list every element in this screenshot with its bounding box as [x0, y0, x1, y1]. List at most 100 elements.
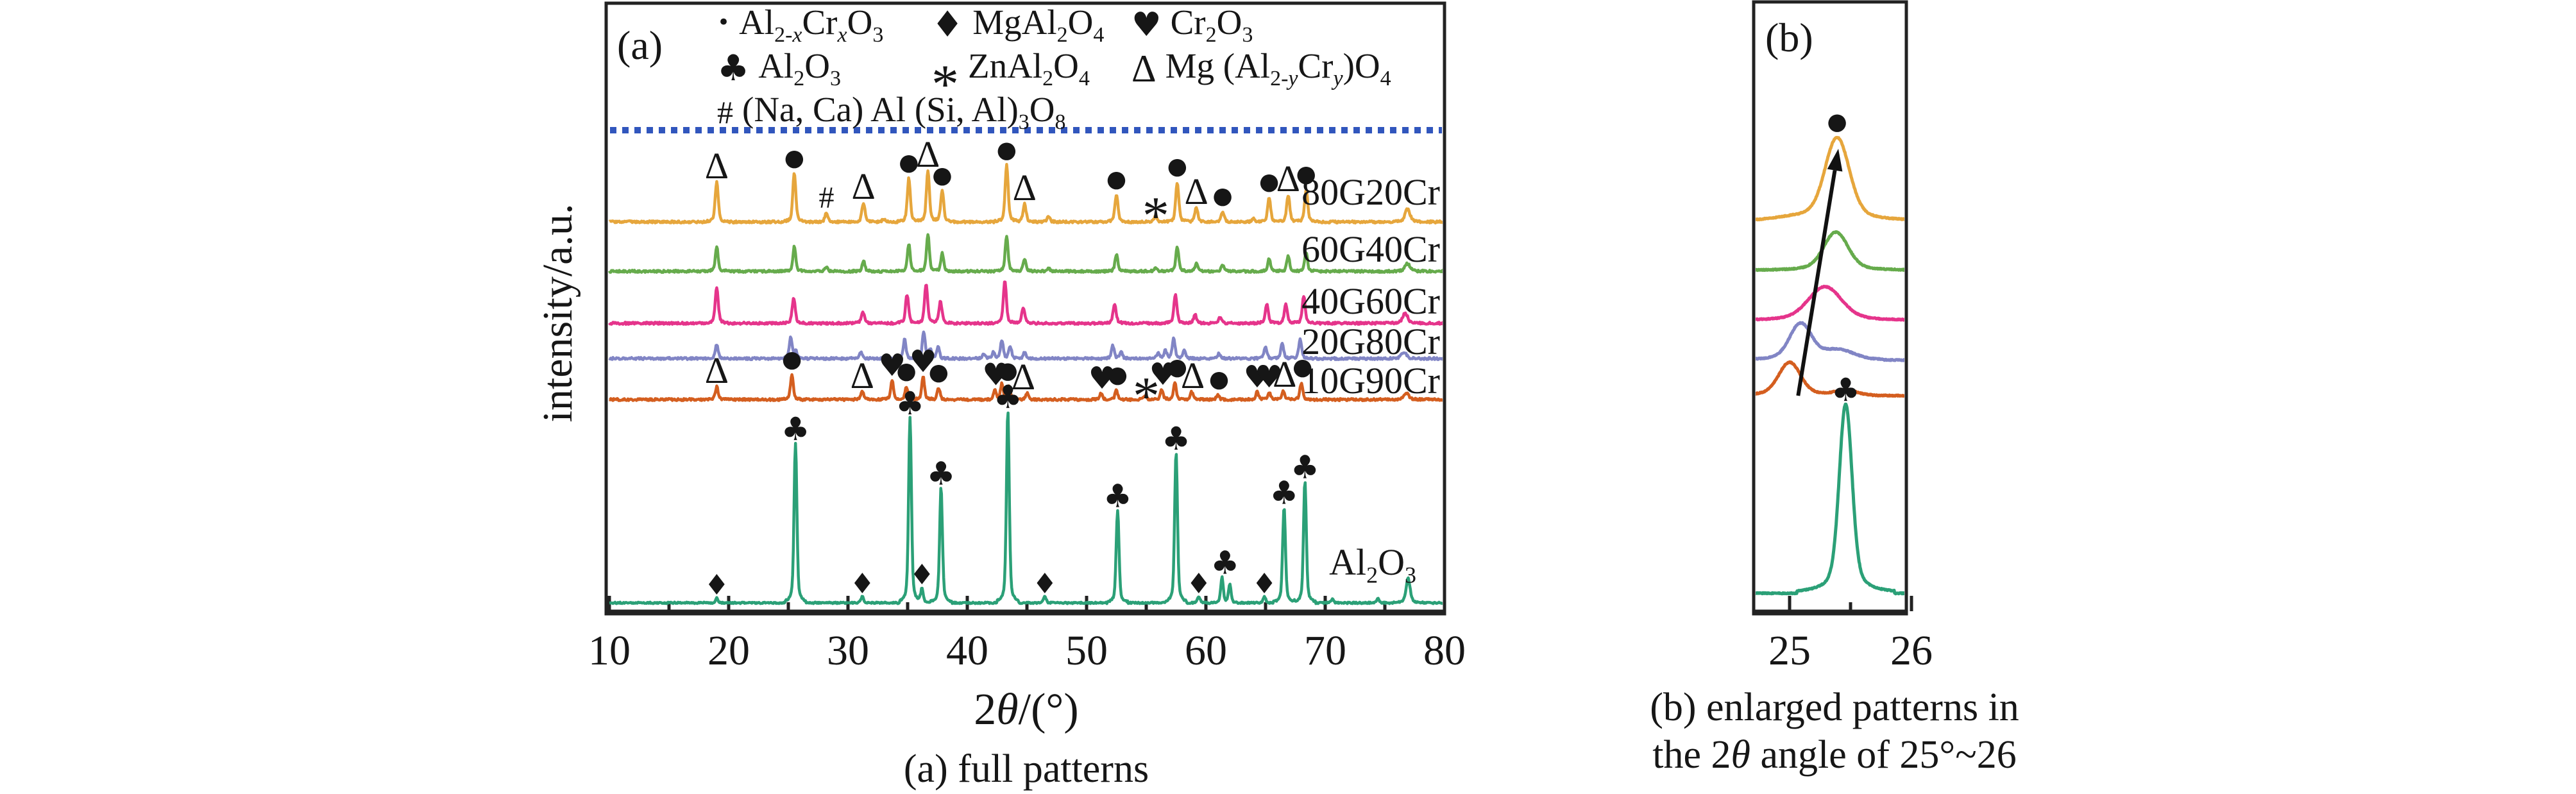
- curve-40G60Cr: [608, 280, 1443, 326]
- asterisk-marker-icon: *: [931, 53, 959, 115]
- circle-marker-icon: ●: [998, 357, 1018, 384]
- triangle-marker-icon: Δ: [852, 165, 876, 207]
- triangle-marker-icon: Δ: [851, 355, 874, 396]
- legend-formula: MgAl2O4: [972, 2, 1105, 47]
- x-tick-label-60: 60: [1185, 627, 1227, 674]
- legend-entry: * ZnAl2O4: [931, 46, 1090, 112]
- club-marker-icon: ♣: [1210, 544, 1239, 581]
- diamond-marker-icon: ♦: [1032, 568, 1057, 600]
- club-marker-icon: ♣: [1103, 478, 1132, 515]
- circle-marker-icon: ●: [1292, 354, 1312, 380]
- circle-marker-icon: ●: [932, 162, 952, 189]
- diamond-marker-icon: ♦: [704, 569, 729, 602]
- circle-marker-icon: ●: [1167, 153, 1187, 180]
- diamond-marker-icon: ♦: [850, 568, 875, 600]
- club-marker-icon: ♣: [1831, 371, 1860, 409]
- circle-marker-icon: ●: [1827, 108, 1847, 135]
- diamond-marker-icon: ♦: [931, 4, 964, 46]
- club-marker-icon: ♣: [1269, 475, 1298, 512]
- curve-Al2O3: [608, 411, 1443, 605]
- circle-marker-icon: ●: [1212, 183, 1232, 209]
- legend-formula: Mg (Al2-yCry)O4: [1165, 46, 1391, 90]
- x-tick-label-20: 20: [708, 627, 750, 674]
- circle-marker-icon: ●: [899, 149, 919, 176]
- circle-marker-icon: ●: [1296, 161, 1316, 187]
- heart-marker-icon: ♥: [1089, 360, 1116, 396]
- triangle-marker-icon: Δ: [705, 145, 729, 187]
- heart-marker-icon: ♥: [910, 344, 937, 380]
- series-label-10G90Cr: 10G90Cr: [1301, 360, 1440, 401]
- circle-marker-icon: ●: [1259, 169, 1279, 195]
- legend-formula: ZnAl2O4: [968, 46, 1090, 90]
- curve-60G40Cr: [608, 233, 1443, 274]
- triangle-marker-icon: Δ: [916, 133, 940, 175]
- x-tick-label-25: 25: [1768, 627, 1811, 674]
- series-label-20G80Cr: 20G80Cr: [1301, 321, 1440, 362]
- club-marker-icon: ♣: [895, 385, 924, 422]
- triangle-marker-icon: Δ: [1181, 355, 1205, 396]
- curve-80G20Cr: [1756, 135, 1904, 222]
- club-marker-icon: ♣: [927, 455, 956, 493]
- shift-arrow-head: [1827, 149, 1843, 172]
- legend-entry: • Al2-xCrxO3: [717, 4, 883, 46]
- heart-marker-icon: ♥: [1255, 359, 1283, 395]
- series-label-Al2O3: Al2O3: [1329, 541, 1416, 588]
- x-tick-label-70: 70: [1304, 627, 1346, 674]
- circle-marker-icon: ●: [1209, 366, 1229, 393]
- circle-marker-icon: ●: [896, 358, 916, 384]
- series-label-40G60Cr: 40G60Cr: [1301, 280, 1440, 322]
- series-label-80G20Cr: 80G20Cr: [1301, 171, 1440, 213]
- shift-arrow-shaft: [1796, 170, 1837, 396]
- diamond-marker-icon: ♦: [1186, 568, 1211, 600]
- diamond-marker-icon: ♦: [910, 559, 935, 591]
- circle-marker-icon: ●: [929, 359, 949, 385]
- triangle-marker-icon: Δ: [1276, 158, 1300, 199]
- caption-panel-b-line1: (b) enlarged patterns in: [1650, 686, 2019, 729]
- x-tick-label-10: 10: [588, 627, 631, 674]
- heart-marker-icon: ♥: [878, 348, 906, 384]
- panel-b-letter: (b): [1765, 15, 1813, 60]
- heart-marker-icon: ♥: [982, 357, 1010, 393]
- panel-a-letter: (a): [617, 22, 663, 68]
- circle-marker-icon: ●: [1108, 362, 1128, 388]
- legend-entry: ♣ Al2O3: [717, 47, 841, 90]
- circle-marker-icon: ●: [997, 137, 1017, 163]
- circle-marker-icon: ●: [784, 145, 804, 171]
- diamond-marker-icon: ♦: [1251, 568, 1276, 600]
- club-marker-icon: ♣: [994, 378, 1022, 416]
- legend-formula: (Na, Ca) Al (Si, Al)3O8: [742, 89, 1066, 134]
- curve-60G40Cr: [1756, 230, 1904, 273]
- x-tick-label-40: 40: [946, 627, 988, 674]
- curve-40G60Cr: [1756, 284, 1904, 322]
- caption-panel-b-line2: the 2θ angle of 25°~26: [1652, 733, 2017, 777]
- legend-formula: Cr2O3: [1170, 2, 1253, 47]
- x-tick-label-30: 30: [827, 627, 869, 674]
- triangle-marker-icon: Δ: [1013, 167, 1037, 208]
- y-axis-label: intensity/a.u.: [534, 203, 581, 423]
- club-marker-icon: ♣: [1291, 449, 1319, 486]
- panel-b-frame: [1752, 0, 1908, 616]
- triangle-marker-icon: Δ: [1184, 171, 1208, 212]
- x-axis-title: 2θ/(°): [974, 685, 1079, 734]
- series-label-60G40Cr: 60G40Cr: [1301, 228, 1440, 270]
- curve-Al2O3: [1756, 402, 1904, 596]
- curve-10G90Cr: [1756, 360, 1904, 398]
- x-tick-label-50: 50: [1065, 627, 1108, 674]
- circle-marker-icon: ●: [1106, 166, 1126, 192]
- x-tick-label-80: 80: [1423, 627, 1466, 674]
- legend-entry: ♥ Cr2O3: [1131, 2, 1253, 47]
- asterisk-marker-icon: *: [1133, 366, 1160, 426]
- hash-marker-icon: #: [717, 94, 733, 130]
- caption-panel-a: (a) full patterns: [903, 747, 1149, 791]
- triangle-marker-icon: Δ: [705, 350, 729, 391]
- heart-marker-icon: ♥: [1243, 359, 1271, 395]
- club-marker-icon: ♣: [717, 47, 750, 89]
- curve-20G80Cr: [1756, 321, 1904, 362]
- triangle-marker-icon: Δ: [1012, 356, 1035, 398]
- x-tick-label-26: 26: [1890, 627, 1933, 674]
- hash-marker-icon: #: [819, 181, 835, 215]
- curve-20G80Cr: [608, 330, 1443, 361]
- legend-entry: ♦ MgAl2O4: [931, 2, 1105, 47]
